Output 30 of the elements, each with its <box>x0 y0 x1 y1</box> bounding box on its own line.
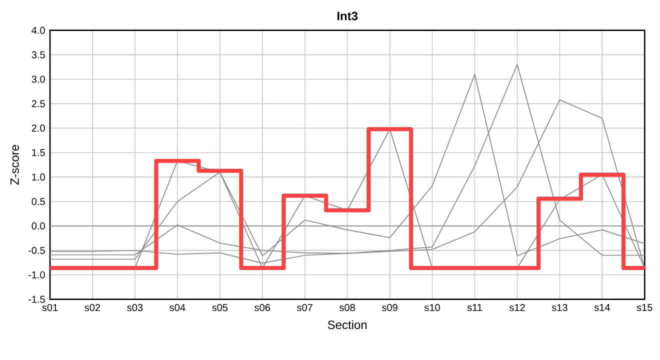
x-tick-label: s14 <box>594 304 610 312</box>
x-tick-label: s15 <box>636 304 652 312</box>
x-tick-label: s13 <box>552 304 568 312</box>
x-tick-label: s06 <box>254 304 270 312</box>
x-tick-label: s08 <box>340 304 355 312</box>
x-axis-title: Section <box>328 320 367 330</box>
x-tick-label: s12 <box>509 304 525 312</box>
y-tick-label: 1.5 <box>32 149 45 156</box>
y-tick-label: -1.0 <box>28 271 45 278</box>
x-tick-label: s04 <box>170 304 186 312</box>
y-tick-label: -0.5 <box>28 246 45 254</box>
y-tick-label: 4.0 <box>32 26 45 34</box>
y-tick-label: 0.5 <box>32 198 45 206</box>
x-tick-label: s09 <box>382 304 398 312</box>
y-tick-label: 2.5 <box>32 100 45 108</box>
y-tick-label: 3.5 <box>32 51 45 58</box>
x-tick-label: s02 <box>84 304 100 312</box>
x-tick-label: s03 <box>127 304 143 312</box>
x-tick-label: s07 <box>297 304 312 312</box>
x-tick-label: s10 <box>424 304 440 312</box>
x-tick-label: s05 <box>212 304 228 312</box>
chart-title: Int3 <box>337 12 358 20</box>
y-tick-label: 0.0 <box>32 222 45 230</box>
y-tick-label: 3.0 <box>32 76 45 83</box>
y-tick-label: -1.5 <box>28 296 45 303</box>
x-tick-label: s11 <box>467 304 482 312</box>
y-tick-label: 1.0 <box>32 174 45 181</box>
x-tick-label: s01 <box>42 304 58 312</box>
y-tick-label: 2.0 <box>32 124 45 132</box>
y-axis-title: Z-score <box>10 145 19 185</box>
